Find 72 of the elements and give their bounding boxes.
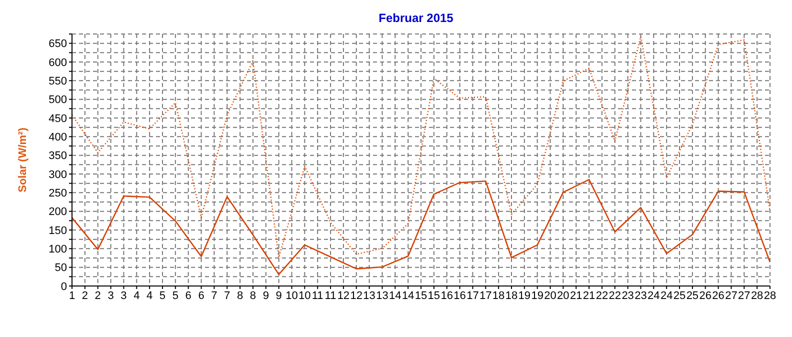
x-tick-label: 26 bbox=[712, 290, 724, 302]
y-tick-label: 0 bbox=[60, 280, 67, 293]
x-tick-label: 7 bbox=[211, 290, 218, 302]
y-tick-label: 350 bbox=[48, 150, 67, 162]
x-tick-label: 15 bbox=[428, 290, 440, 302]
x-tick-label: 4 bbox=[146, 290, 153, 302]
x-tick-label: 21 bbox=[570, 290, 582, 302]
x-tick-label: 5 bbox=[172, 290, 178, 302]
y-tick-label: 650 bbox=[48, 38, 67, 50]
x-tick-label: 17 bbox=[480, 290, 492, 302]
x-tick-label: 23 bbox=[634, 290, 647, 302]
x-tick-label: 18 bbox=[492, 290, 505, 302]
x-tick-label: 19 bbox=[531, 290, 544, 302]
y-tick-label: 300 bbox=[48, 168, 67, 181]
x-tick-label: 10 bbox=[298, 290, 311, 302]
x-tick-label: 18 bbox=[505, 290, 518, 302]
chart-title: Februar 2015 bbox=[378, 10, 454, 27]
x-tick-label: 15 bbox=[414, 290, 428, 302]
x-tick-label: 12 bbox=[350, 290, 362, 302]
x-tick-label: 10 bbox=[286, 290, 298, 302]
x-tick-label: 25 bbox=[686, 290, 699, 302]
y-tick-label: 400 bbox=[48, 132, 67, 144]
x-tick-label: 2 bbox=[82, 290, 88, 302]
y-tick-label: 100 bbox=[48, 244, 67, 256]
x-tick-label: 6 bbox=[198, 290, 204, 302]
x-tick-label: 25 bbox=[673, 290, 686, 302]
y-tick-label: 200 bbox=[48, 206, 67, 218]
x-tick-label: 17 bbox=[466, 290, 479, 302]
y-tick-label: 50 bbox=[54, 262, 67, 274]
x-tick-label: 6 bbox=[185, 290, 192, 302]
x-tick-label: 3 bbox=[108, 290, 114, 302]
x-tick-label: 16 bbox=[454, 290, 466, 302]
y-tick-label: 250 bbox=[48, 188, 67, 200]
x-tick-label: 20 bbox=[544, 290, 556, 302]
x-tick-label: 28 bbox=[750, 290, 764, 302]
line-series bbox=[72, 178, 770, 276]
x-tick-label: 13 bbox=[376, 290, 388, 302]
x-tick-label: 28 bbox=[764, 290, 776, 302]
x-tick-label: 11 bbox=[324, 290, 336, 302]
x-tick-label: 24 bbox=[648, 290, 660, 302]
x-tick-label: 5 bbox=[159, 290, 166, 302]
x-tick-label: 1 bbox=[68, 290, 76, 302]
y-tick-label: 600 bbox=[48, 56, 67, 69]
x-tick-label: 3 bbox=[120, 290, 127, 302]
y-axis-title: Solar (W/m²) bbox=[17, 127, 29, 192]
x-tick-label: 23 bbox=[622, 290, 634, 302]
x-tick-label: 27 bbox=[738, 290, 750, 302]
x-tick-label: 22 bbox=[608, 290, 622, 302]
y-tick-label: 500 bbox=[48, 94, 67, 106]
x-tick-label: 12 bbox=[337, 290, 350, 302]
x-tick-label: 8 bbox=[236, 290, 244, 302]
x-tick-label: 13 bbox=[363, 290, 376, 302]
x-tick-label: 9 bbox=[262, 290, 269, 302]
x-tick-label: 11 bbox=[312, 290, 324, 302]
x-tick-label: 8 bbox=[250, 290, 256, 302]
x-tick-label: 26 bbox=[699, 290, 712, 302]
x-tick-label: 2 bbox=[94, 290, 101, 302]
x-tick-label: 7 bbox=[224, 290, 230, 302]
y-tick-label: 550 bbox=[48, 76, 67, 88]
x-tick-label: 16 bbox=[440, 290, 453, 302]
x-tick-label: 9 bbox=[276, 290, 282, 302]
y-tick-label: 150 bbox=[48, 224, 67, 237]
x-tick-label: 14 bbox=[402, 290, 414, 302]
x-tick-label: 19 bbox=[518, 290, 531, 302]
x-tick-label: 24 bbox=[660, 290, 673, 302]
x-tick-label: 27 bbox=[725, 290, 738, 302]
x-tick-label: 21 bbox=[582, 290, 596, 302]
x-tick-label: 4 bbox=[134, 290, 140, 302]
y-tick-label: 450 bbox=[48, 112, 67, 125]
x-tick-label: 22 bbox=[596, 290, 608, 302]
x-tick-label: 14 bbox=[389, 290, 402, 302]
x-tick-label: 20 bbox=[557, 290, 570, 302]
